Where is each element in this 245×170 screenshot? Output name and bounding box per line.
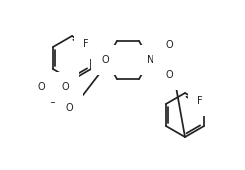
Text: O: O xyxy=(165,40,173,50)
Text: N: N xyxy=(147,55,155,65)
Text: F: F xyxy=(83,39,89,49)
Text: S: S xyxy=(164,55,172,65)
Text: O: O xyxy=(37,82,45,92)
Text: F: F xyxy=(197,96,203,106)
Text: O: O xyxy=(61,82,69,92)
Text: O: O xyxy=(165,70,173,80)
Text: O: O xyxy=(101,55,109,65)
Text: O: O xyxy=(65,103,73,113)
Text: S: S xyxy=(49,95,57,105)
